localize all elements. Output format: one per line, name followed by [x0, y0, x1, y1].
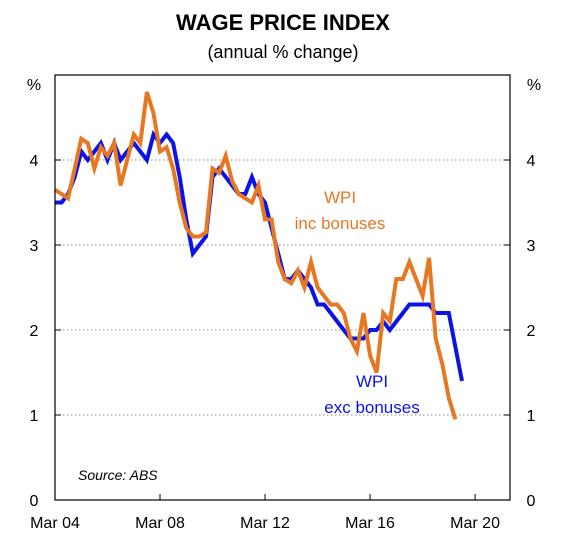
left-y-axis-unit: %: [27, 77, 41, 94]
y-tick-label-right: 3: [527, 238, 536, 255]
y-tick-label-right: 0: [527, 493, 536, 510]
y-tick-label-left: 0: [30, 493, 39, 510]
series-label-exc-line2: exc bonuses: [324, 398, 419, 417]
y-tick-label-left: 4: [30, 153, 39, 170]
series-line-inc-bonuses: [53, 91, 458, 420]
y-tick-label-right: 1: [527, 408, 536, 425]
series-lines: [53, 91, 464, 420]
y-tick-label-left: 2: [30, 323, 39, 340]
chart-title: WAGE PRICE INDEX: [176, 10, 390, 35]
x-tick-label: Mar 12: [240, 515, 290, 532]
series-label-inc-bonuses: WPI inc bonuses: [295, 188, 386, 233]
series-line-exc-bonuses: [55, 130, 464, 382]
series-label-inc-line2: inc bonuses: [295, 214, 386, 233]
chart-subtitle: (annual % change): [207, 42, 358, 62]
x-tick-label: Mar 20: [450, 515, 500, 532]
series-label-exc-bonuses: WPI exc bonuses: [324, 372, 419, 417]
source-note: Source: ABS: [78, 467, 158, 483]
x-tick-label: Mar 08: [135, 515, 185, 532]
left-y-axis-ticks: 0 1 2 3 4: [30, 153, 39, 510]
x-tick-label: Mar 04: [30, 515, 80, 532]
gridlines: [54, 159, 510, 501]
series-label-exc-line1: WPI: [356, 372, 388, 391]
right-y-axis-ticks: 0 1 2 3 4: [527, 153, 536, 510]
right-y-axis-unit: %: [527, 77, 541, 94]
x-axis-ticks: Mar 04 Mar 08 Mar 12 Mar 16 Mar 20: [30, 515, 500, 532]
series-label-inc-line1: WPI: [324, 188, 356, 207]
y-tick-label-left: 1: [30, 408, 39, 425]
x-tick-label: Mar 16: [345, 515, 395, 532]
plot-frame: [54, 74, 511, 501]
y-tick-label-right: 2: [527, 323, 536, 340]
y-tick-label-left: 3: [30, 238, 39, 255]
y-tick-label-right: 4: [527, 153, 536, 170]
